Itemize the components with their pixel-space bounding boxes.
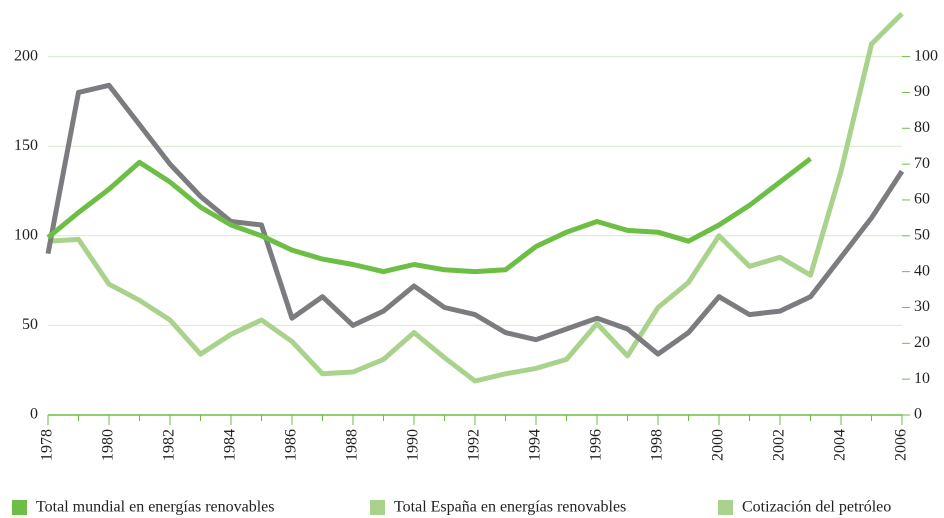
x-tick-label: 2004 [832, 429, 849, 461]
legend-swatch [718, 500, 733, 515]
y2-tick-label: 0 [914, 406, 922, 423]
y-tick-label: 0 [30, 406, 38, 423]
x-tick-label: 1984 [222, 429, 239, 461]
x-tick-label: 1996 [588, 429, 605, 461]
x-tick-label: 1980 [100, 429, 117, 461]
y2-tick-label: 90 [914, 83, 930, 100]
x-tick-label: 1986 [283, 429, 300, 461]
y2-tick-label: 30 [914, 298, 930, 315]
y2-tick-label: 40 [914, 262, 930, 279]
y-tick-label: 200 [14, 47, 38, 64]
x-tick-label: 1988 [344, 429, 361, 461]
x-tick-label: 1994 [527, 429, 544, 461]
y2-tick-label: 100 [914, 47, 938, 64]
x-tick-label: 1998 [649, 429, 666, 461]
y2-tick-label: 80 [914, 119, 930, 136]
series-line [46, 156, 813, 275]
x-tick-label: 1990 [405, 429, 422, 461]
x-tick-label: 2000 [710, 429, 727, 461]
series-line [47, 11, 904, 384]
legend-swatch [12, 500, 27, 515]
x-tick-label: 1982 [161, 429, 178, 461]
y-tick-label: 150 [14, 137, 38, 154]
series-line [45, 82, 905, 357]
y-tick-label: 50 [22, 316, 38, 333]
x-tick-label: 1992 [466, 429, 483, 461]
y2-tick-label: 50 [914, 226, 930, 243]
legend-swatch [370, 500, 385, 515]
x-tick-label: 2002 [771, 429, 788, 461]
y2-tick-label: 10 [914, 370, 930, 387]
x-tick-label: 2006 [893, 429, 910, 461]
y2-tick-label: 60 [914, 191, 930, 208]
y2-tick-label: 70 [914, 155, 930, 172]
y-tick-label: 100 [14, 226, 38, 243]
legend-label: Total España en energías renovables [394, 499, 626, 516]
legend-label: Total mundial en energías renovables [36, 499, 275, 516]
x-tick-label: 1978 [39, 429, 56, 461]
legend-label: Cotización del petróleo [742, 499, 891, 516]
y2-tick-label: 20 [914, 334, 930, 351]
